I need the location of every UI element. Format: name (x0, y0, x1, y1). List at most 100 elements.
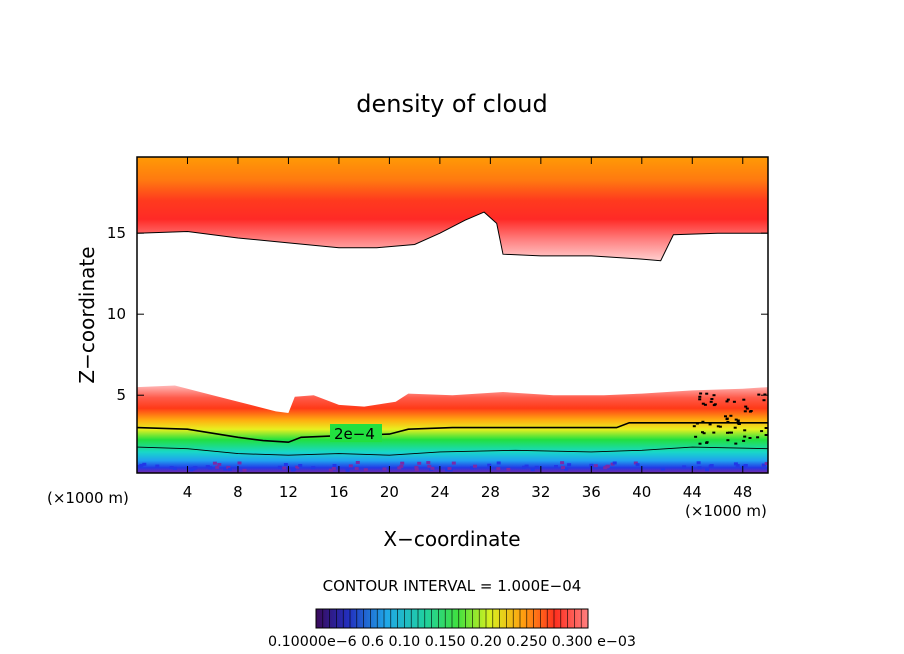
x-tick-label: 36 (582, 483, 601, 501)
speckle (487, 463, 492, 467)
speckle (697, 466, 702, 470)
cloud-edge-speckles (137, 392, 768, 472)
speckle (760, 430, 764, 433)
speckle (328, 468, 333, 472)
contour-interval-label: CONTOUR INTERVAL = 1.000E−04 (323, 577, 582, 595)
speckle (193, 466, 198, 470)
speckle (237, 461, 242, 465)
x-unit-right: (×1000 m) (685, 502, 767, 520)
speckle (764, 434, 768, 436)
speckle (712, 431, 716, 434)
speckle (701, 431, 704, 434)
y-tick-label: 10 (107, 305, 126, 323)
x-tick-label: 24 (430, 483, 449, 501)
chart-title: density of cloud (356, 90, 547, 118)
speckle (427, 464, 432, 468)
speckle (764, 427, 768, 429)
speckle (734, 418, 738, 421)
speckle (712, 404, 716, 407)
speckle (212, 461, 217, 465)
speckle (612, 461, 617, 465)
speckle (736, 421, 740, 423)
speckle (397, 466, 402, 470)
speckle (718, 425, 722, 428)
speckle (172, 466, 177, 470)
upper-cloud-base-contour (137, 211, 768, 262)
speckle (282, 466, 287, 470)
speckle (506, 467, 511, 471)
y-axis-label: Z−coordinate (75, 246, 99, 383)
speckle (473, 464, 477, 468)
speckle (605, 464, 610, 468)
speckle (692, 425, 696, 428)
speckle (226, 465, 231, 469)
speckle (417, 461, 422, 465)
speckle (748, 410, 752, 413)
x-unit-left: (×1000 m) (47, 489, 129, 507)
speckle (660, 467, 665, 471)
speckle (730, 431, 733, 434)
speckle (743, 464, 748, 467)
speckle (762, 463, 766, 467)
speckle (331, 467, 336, 470)
speckle (451, 461, 456, 465)
speckle (701, 402, 705, 405)
speckle (223, 467, 228, 471)
lower-contour-line (137, 446, 768, 456)
speckle (705, 468, 709, 472)
speckle (724, 415, 727, 418)
plot-area (137, 157, 768, 473)
speckle (701, 420, 705, 423)
speckle (554, 465, 558, 468)
speckle (534, 465, 539, 469)
y-tick-label: 5 (116, 386, 126, 404)
speckle (355, 461, 360, 464)
speckle (137, 465, 142, 468)
y-tick-label: 15 (107, 224, 126, 242)
x-tick-label: 40 (632, 483, 651, 501)
speckle (208, 466, 213, 470)
speckle (524, 464, 529, 468)
speckle (726, 439, 730, 442)
speckle (400, 461, 405, 465)
speckle (283, 463, 288, 466)
speckle (496, 467, 501, 471)
speckle (698, 442, 702, 445)
speckle (610, 462, 615, 466)
speckle (363, 468, 368, 472)
speckle (744, 405, 748, 408)
speckle (382, 467, 387, 471)
speckle (589, 463, 594, 467)
speckle (142, 462, 147, 466)
speckle (725, 400, 729, 403)
speckle (354, 467, 359, 471)
speckle (756, 436, 760, 439)
speckle (702, 432, 706, 435)
x-tick-label: 32 (531, 483, 550, 501)
speckle (708, 423, 712, 426)
x-tick-label: 8 (233, 483, 243, 501)
colorbar-divisions (322, 609, 582, 628)
speckle (567, 463, 572, 467)
contour-label: 2e−4 (334, 425, 375, 443)
speckle (745, 407, 749, 410)
speckle (414, 465, 419, 469)
speckle (743, 410, 747, 413)
lower-cloud-layer (137, 385, 768, 473)
speckle (205, 465, 210, 469)
colorbar-labels: 0.10000e−6 0.6 0.10 0.150 0.20 0.250 0.3… (268, 634, 636, 650)
upper-cloud-layer (137, 157, 768, 261)
speckle (694, 435, 698, 438)
speckle (729, 414, 733, 417)
x-tick-label: 16 (329, 483, 348, 501)
speckle (345, 468, 350, 472)
speckle (709, 400, 713, 403)
speckle (712, 394, 716, 397)
speckle (757, 393, 761, 396)
speckle (699, 392, 703, 395)
speckle (710, 398, 714, 400)
speckle (561, 466, 565, 470)
speckle (298, 464, 303, 467)
speckle (705, 441, 709, 444)
speckle (743, 429, 747, 432)
